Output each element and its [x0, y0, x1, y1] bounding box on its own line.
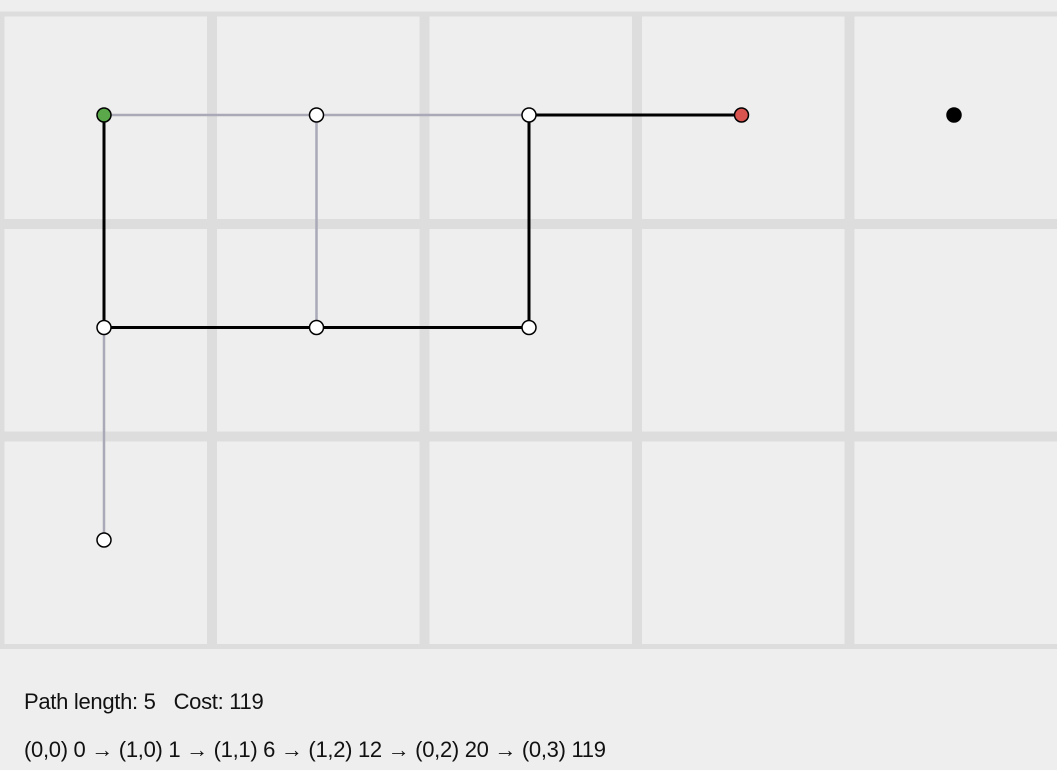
path-sequence-label: (0,0) 0 → (1,0) 1 → (1,1) 6 → (1,2) 12 →… [24, 737, 606, 762]
stats-line: Path length: 5 Cost: 119 [24, 689, 264, 715]
grid-cell [212, 436, 425, 649]
visited-node [521, 319, 537, 336]
grid-cell [849, 224, 1057, 437]
grid-cell [637, 224, 850, 437]
visited-node [96, 532, 112, 548]
goal-node [733, 107, 750, 123]
path-length-label: Path length: 5 [24, 689, 156, 714]
visited-node [521, 107, 537, 123]
grid-cell [849, 436, 1057, 649]
blocked-node [946, 107, 962, 123]
visited-node [308, 107, 325, 123]
grid-cell [424, 436, 637, 649]
grid-canvas [0, 11, 1057, 649]
visited-node [96, 319, 112, 336]
grid-cell [637, 436, 850, 649]
start-node [96, 107, 112, 123]
cost-label: Cost: 119 [173, 689, 264, 714]
visited-node [308, 319, 325, 336]
